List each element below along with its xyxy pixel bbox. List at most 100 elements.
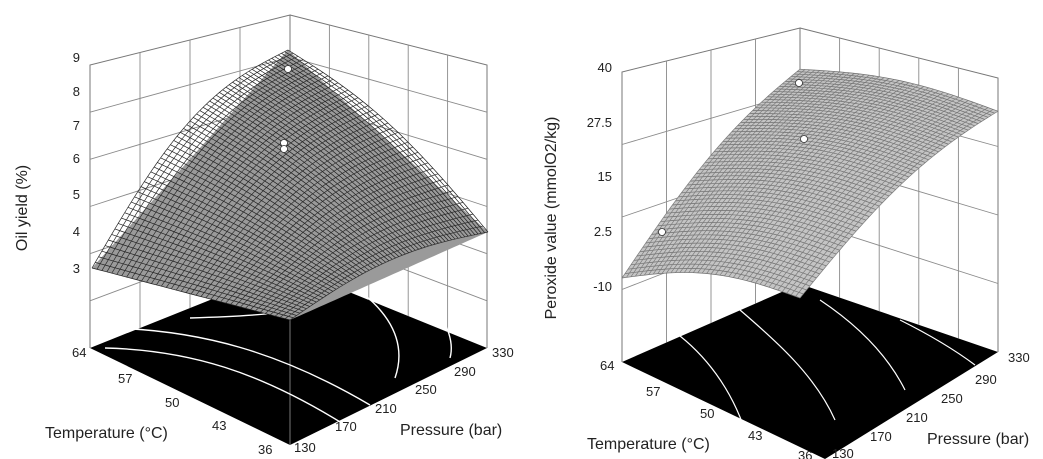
- mesh-line: [225, 157, 424, 304]
- peroxide-pressure-tick: 250: [941, 391, 963, 406]
- mesh-line: [675, 73, 860, 273]
- mesh-line: [230, 162, 429, 305]
- oil-z-tick: 3: [73, 261, 80, 276]
- mesh-line: [170, 105, 369, 290]
- mesh-line: [781, 103, 979, 292]
- mesh-line: [790, 107, 989, 296]
- peroxide-temperature-ticks: 64 57 50 43 36: [600, 358, 812, 459]
- mesh-line: [728, 84, 919, 277]
- mesh-line: [210, 141, 409, 300]
- peroxide-z-tick: 2.5: [594, 224, 612, 239]
- mesh-line: [724, 83, 915, 277]
- oil-temp-tick: 57: [118, 371, 132, 386]
- oil-pressure-axis-label: Pressure (bar): [400, 422, 502, 439]
- mesh-line: [175, 109, 374, 291]
- mesh-line: [146, 86, 344, 283]
- mesh-line: [106, 59, 304, 273]
- mesh-line: [715, 81, 905, 275]
- oil-point-1: [284, 65, 292, 73]
- mesh-line: [136, 78, 334, 280]
- peroxide-floor: [622, 284, 998, 459]
- mesh-line: [764, 96, 959, 286]
- oil-z-tick: 8: [73, 84, 80, 99]
- mesh-line: [235, 167, 434, 306]
- mesh-line: [161, 97, 359, 287]
- peroxide-z-axis-label: Peroxide value (mmolO2/kg): [543, 117, 560, 320]
- peroxide-temp-tick: 57: [646, 384, 660, 399]
- mesh-line: [284, 225, 484, 319]
- peroxide-pressure-tick: 210: [906, 410, 928, 425]
- mesh-line: [269, 207, 469, 316]
- mesh-line: [151, 89, 349, 284]
- mesh-line: [648, 70, 830, 275]
- mesh-line: [126, 72, 324, 278]
- mesh-line: [156, 93, 354, 286]
- mesh-line: [240, 173, 439, 308]
- oil-pressure-tick: 170: [335, 419, 357, 434]
- peroxide-pressure-tick: 330: [1008, 350, 1030, 365]
- mesh-line: [220, 151, 419, 303]
- mesh-line: [657, 71, 840, 274]
- mesh-line: [732, 86, 924, 278]
- oil-surface-mesh: [91, 49, 489, 321]
- peroxide-temperature-axis-label: Temperature (°C): [587, 436, 710, 453]
- oil-point-3: [280, 145, 288, 153]
- mesh-line: [719, 82, 910, 276]
- peroxide-temp-tick: 64: [600, 358, 614, 373]
- oil-z-tick: 7: [73, 118, 80, 133]
- mesh-line: [274, 213, 474, 317]
- mesh-line: [661, 72, 845, 274]
- mesh-line: [795, 109, 994, 297]
- mesh-line: [786, 105, 984, 294]
- peroxide-z-tick: -10: [593, 279, 612, 294]
- mesh-line: [688, 75, 875, 273]
- mesh-line: [101, 55, 299, 271]
- mesh-line: [697, 77, 885, 274]
- oil-z-ticks: 3 4 5 6 7 8 9: [73, 50, 80, 276]
- mesh-line: [96, 52, 294, 270]
- grid-line: [289, 56, 488, 113]
- peroxide-surface-mesh: [621, 68, 999, 299]
- mesh-line: [666, 72, 850, 274]
- oil-z-tick: 5: [73, 187, 80, 202]
- mesh-line: [185, 118, 384, 293]
- peroxide-design-points: [658, 79, 808, 236]
- peroxide-floor-contours: [679, 299, 976, 441]
- oil-temperature-ticks: 64 57 50 43 36: [72, 345, 272, 457]
- mesh-line: [684, 74, 870, 273]
- oil-yield-chart: 3 4 5 6 7 8 9 Oil yield (%) 64 57 50 43 …: [14, 14, 514, 457]
- mesh-line: [141, 82, 339, 282]
- mesh-line: [289, 231, 489, 321]
- mesh-line: [759, 95, 954, 285]
- oil-design-points: [280, 65, 292, 153]
- oil-pressure-tick: 330: [492, 345, 514, 360]
- mesh-line: [190, 122, 389, 295]
- mesh-line: [250, 184, 449, 310]
- mesh-line: [701, 78, 890, 274]
- oil-pressure-tick: 130: [294, 440, 316, 455]
- mesh-line: [111, 62, 309, 274]
- peroxide-pressure-axis-label: Pressure (bar): [927, 431, 1029, 448]
- mesh-line: [121, 68, 319, 276]
- peroxide-point-1: [795, 79, 803, 87]
- mesh-line: [131, 75, 329, 279]
- mesh-line: [180, 113, 379, 292]
- mesh-line: [215, 146, 414, 301]
- mesh-line: [165, 101, 364, 288]
- mesh-line: [279, 219, 479, 318]
- oil-pressure-tick: 290: [454, 364, 476, 379]
- peroxide-z-ticks: -10 2.5 15 27.5 40: [587, 60, 612, 294]
- oil-floor: [90, 268, 487, 445]
- peroxide-pressure-ticks: 130 170 210 250 290 330: [832, 350, 1030, 459]
- oil-temp-tick: 36: [258, 442, 272, 457]
- oil-pressure-tick: 250: [415, 382, 437, 397]
- peroxide-pressure-tick: 290: [975, 372, 997, 387]
- mesh-line: [750, 91, 944, 283]
- oil-z-tick: 6: [73, 151, 80, 166]
- oil-temp-tick: 43: [212, 418, 226, 433]
- peroxide-temp-tick: 36: [798, 448, 812, 459]
- peroxide-temp-tick: 43: [748, 428, 762, 443]
- mesh-line: [265, 202, 464, 314]
- mesh-line: [679, 74, 865, 273]
